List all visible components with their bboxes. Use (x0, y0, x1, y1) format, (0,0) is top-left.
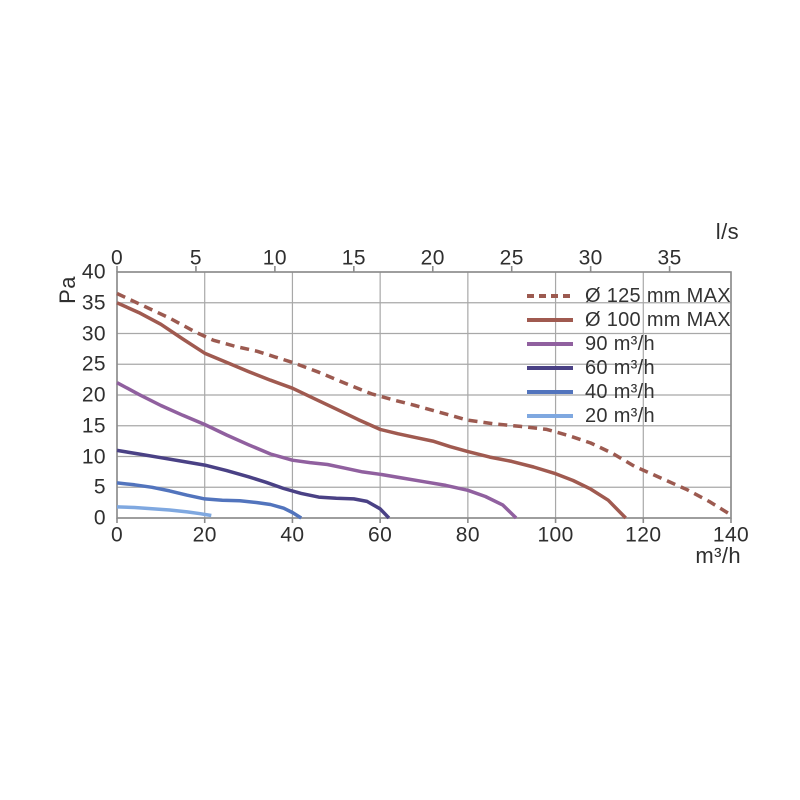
legend-line-swatch (527, 318, 573, 322)
top-tick-label: 30 (578, 246, 603, 270)
bottom-axis-title: m³/h (695, 543, 741, 568)
legend-item-1: Ø 100 mm MAX (527, 308, 731, 332)
legend-label: Ø 100 mm MAX (585, 309, 731, 331)
legend-line-swatch (527, 390, 573, 394)
legend-label: 40 m³/h (585, 381, 655, 403)
y-axis-title: Pa (55, 276, 80, 304)
legend-item-4: 40 m³/h (527, 380, 731, 404)
curve-2 (116, 381, 518, 520)
y-tick-label: 15 (81, 414, 106, 438)
bottom-tick-label: 20 (192, 523, 217, 547)
top-tick-label: 35 (657, 246, 682, 270)
y-tick-label: 25 (81, 352, 106, 376)
bottom-tick-label: 120 (625, 523, 662, 547)
top-tick-label: 25 (499, 246, 524, 270)
y-tick-label: 5 (93, 475, 106, 499)
legend-label: Ø 125 mm MAX (585, 285, 731, 307)
curve-0 (116, 291, 732, 517)
y-tick-label: 10 (81, 445, 106, 468)
curve-3 (116, 448, 391, 520)
bottom-tick-label: 100 (537, 523, 574, 547)
top-tick-label: 0 (110, 246, 124, 270)
legend-item-5: 20 m³/h (527, 404, 731, 428)
legend-item-0: Ø 125 mm MAX (527, 284, 731, 308)
legend-dashed-line-swatch (527, 294, 573, 298)
y-tick-label: 40 (81, 260, 106, 284)
legend-line-swatch (527, 414, 573, 418)
top-tick-label: 10 (262, 246, 287, 270)
y-tick-label: 20 (81, 383, 106, 407)
plot-frame (116, 271, 732, 519)
legend: Ø 125 mm MAX Ø 100 mm MAX 90 m³/h 60 m³/h 40… (527, 284, 731, 428)
top-tick-label: 20 (420, 246, 445, 270)
y-tick-label: 35 (81, 291, 106, 315)
bottom-tick-label: 0 (110, 523, 124, 547)
top-axis-title: l/s (715, 219, 739, 244)
y-tick-label: 0 (93, 506, 106, 530)
bottom-tick-label: 40 (280, 523, 305, 547)
curve-1 (116, 301, 627, 520)
legend-label: 60 m³/h (585, 357, 655, 379)
y-tick-label: 30 (81, 322, 106, 345)
legend-label: 90 m³/h (585, 333, 655, 355)
curve-4 (116, 481, 303, 520)
legend-label: 20 m³/h (585, 405, 655, 427)
top-tick-label: 15 (341, 246, 366, 270)
legend-item-2: 90 m³/h (527, 332, 731, 356)
legend-item-3: 60 m³/h (527, 356, 731, 380)
bottom-tick-label: 60 (368, 523, 393, 547)
legend-line-swatch (527, 342, 573, 346)
legend-line-swatch (527, 366, 573, 370)
top-tick-label: 5 (189, 246, 202, 270)
curve-5 (116, 505, 212, 518)
bottom-tick-label: 140 (712, 523, 750, 547)
bottom-tick-label: 80 (455, 523, 480, 547)
